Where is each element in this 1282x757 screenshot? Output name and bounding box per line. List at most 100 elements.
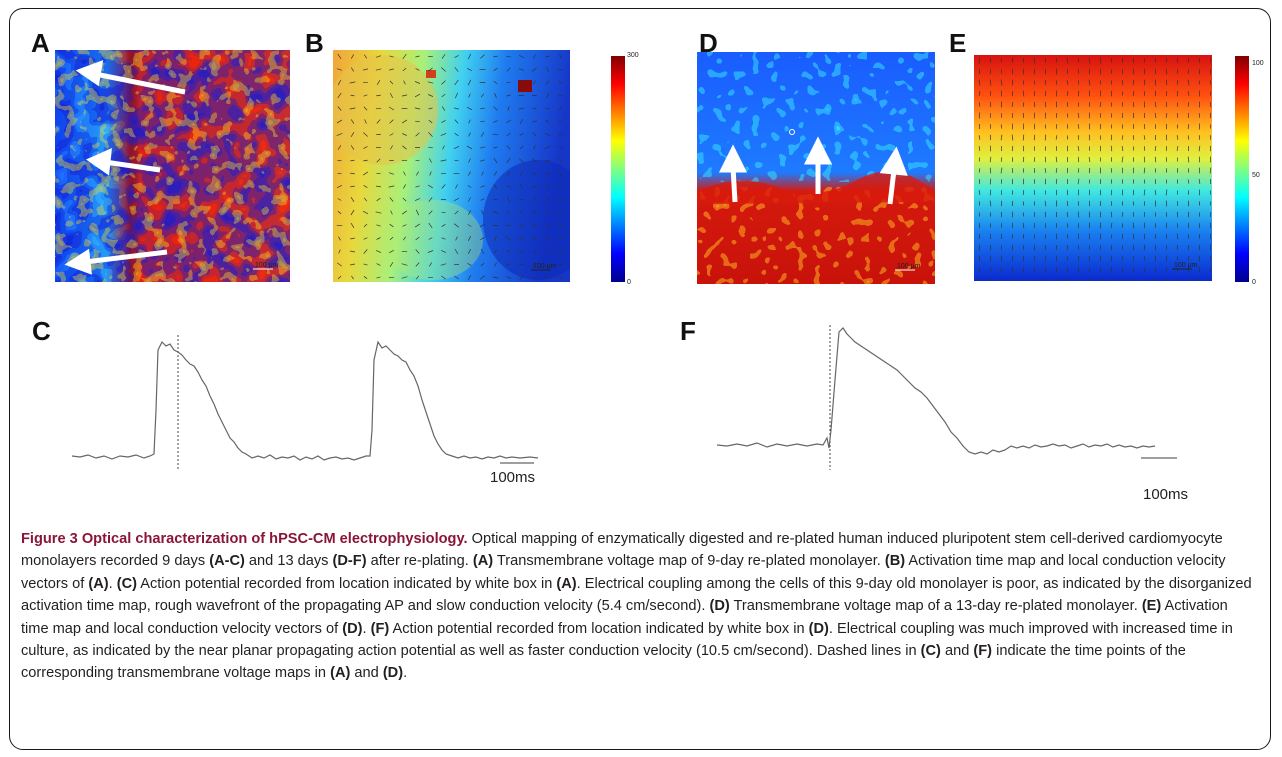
velocity-vector	[1209, 167, 1212, 174]
velocity-vector	[533, 275, 536, 280]
velocity-vector	[1198, 145, 1201, 152]
velocity-vector	[1000, 278, 1002, 281]
velocity-vector	[454, 79, 459, 86]
velocity-vector	[1033, 168, 1036, 173]
velocity-vector	[1165, 189, 1168, 196]
velocity-vector	[518, 263, 525, 266]
velocity-vector	[506, 210, 511, 215]
velocity-vector	[1022, 222, 1025, 229]
velocity-vector	[1011, 167, 1014, 174]
velocity-vector	[1044, 255, 1047, 262]
velocity-vector	[1033, 112, 1036, 119]
velocity-vector	[545, 80, 550, 85]
panel-ref: (D)	[808, 620, 829, 637]
velocity-vector	[363, 223, 368, 228]
velocity-vector	[349, 250, 356, 253]
velocity-vector	[545, 263, 550, 266]
caption-text: .	[403, 665, 408, 682]
velocity-vector	[558, 120, 563, 123]
velocity-vector	[978, 189, 981, 196]
velocity-vector	[480, 107, 485, 110]
velocity-vector	[414, 107, 421, 110]
panel-label-a: A	[31, 28, 50, 58]
velocity-vector	[1143, 123, 1146, 130]
velocity-vector	[1154, 234, 1157, 239]
scalebar-label-d: 100 μm	[897, 263, 921, 270]
velocity-vector	[1066, 113, 1069, 118]
velocity-vector	[545, 172, 550, 175]
velocity-vector	[546, 67, 549, 72]
velocity-vector	[1154, 156, 1157, 163]
colorbar-e	[1235, 56, 1249, 282]
velocity-vector	[1022, 134, 1025, 141]
velocity-vector	[978, 255, 981, 262]
velocity-vector	[1077, 178, 1080, 185]
velocity-vector	[1044, 244, 1047, 251]
velocity-vector	[402, 53, 407, 60]
velocity-vector	[1110, 102, 1113, 107]
velocity-vector	[1099, 101, 1102, 108]
velocity-vector	[362, 210, 369, 215]
velocity-vector	[532, 197, 537, 202]
velocity-vector	[1209, 112, 1212, 119]
velocity-vectors	[978, 57, 1212, 281]
caption-text: . Electrical coupling among the cells of…	[21, 575, 1252, 615]
velocity-vector	[978, 266, 981, 273]
velocity-vector	[493, 55, 498, 58]
velocity-vector	[1176, 233, 1179, 240]
velocity-vector	[1143, 256, 1146, 261]
velocity-vector	[401, 119, 408, 124]
velocity-vector	[989, 167, 992, 174]
velocity-vector	[1110, 244, 1113, 251]
velocity-vector	[1143, 135, 1146, 140]
velocity-vector	[1033, 256, 1036, 261]
velocity-vector	[1187, 179, 1190, 184]
velocity-vector	[557, 185, 564, 188]
velocity-vector	[440, 133, 447, 136]
velocity-vector	[978, 244, 981, 251]
velocity-vector	[506, 81, 511, 84]
velocity-vector	[558, 145, 563, 150]
velocity-vector	[364, 54, 367, 59]
velocity-vector	[389, 92, 394, 99]
trace-line	[716, 327, 1156, 455]
velocity-vector	[989, 58, 992, 63]
velocity-vector	[533, 145, 536, 150]
velocity-vector	[493, 106, 498, 111]
velocity-vector	[403, 80, 406, 85]
velocity-vector	[337, 275, 342, 280]
velocity-vector	[558, 248, 563, 255]
velocity-vector	[545, 183, 550, 190]
velocity-vector	[467, 67, 472, 72]
velocity-vector	[544, 145, 551, 150]
velocity-vector	[493, 67, 498, 72]
velocity-vector	[428, 146, 433, 149]
velocity-vector	[1055, 80, 1058, 85]
velocity-vector	[506, 94, 511, 97]
velocity-vector	[519, 54, 524, 59]
wavefront-arrow-icon	[64, 60, 186, 275]
velocity-vector	[389, 55, 394, 58]
velocity-vector	[520, 171, 523, 176]
velocity-vector	[336, 133, 343, 136]
velocity-vector	[415, 185, 420, 188]
velocity-vector	[1198, 113, 1201, 118]
velocity-vector	[506, 236, 511, 241]
caption-text: Transmembrane voltage map of a 13-day re…	[729, 598, 1142, 615]
velocity-vector	[415, 159, 420, 162]
velocity-vector	[441, 184, 446, 189]
velocity-vector	[989, 189, 992, 196]
trace-line	[71, 340, 539, 461]
velocity-vector	[494, 93, 497, 98]
velocity-vector	[1209, 101, 1212, 108]
velocity-vector	[428, 119, 433, 124]
velocity-vector	[350, 185, 355, 188]
scale-label-f: 100ms	[1143, 486, 1189, 503]
velocity-vector	[1176, 90, 1179, 97]
velocity-vector	[519, 210, 524, 215]
velocity-vector	[507, 106, 510, 111]
velocity-vector	[989, 101, 992, 108]
panel-ref: (A)	[330, 665, 351, 682]
voltage-map-d: 100 μm	[697, 52, 935, 284]
velocity-vector	[1187, 156, 1190, 163]
